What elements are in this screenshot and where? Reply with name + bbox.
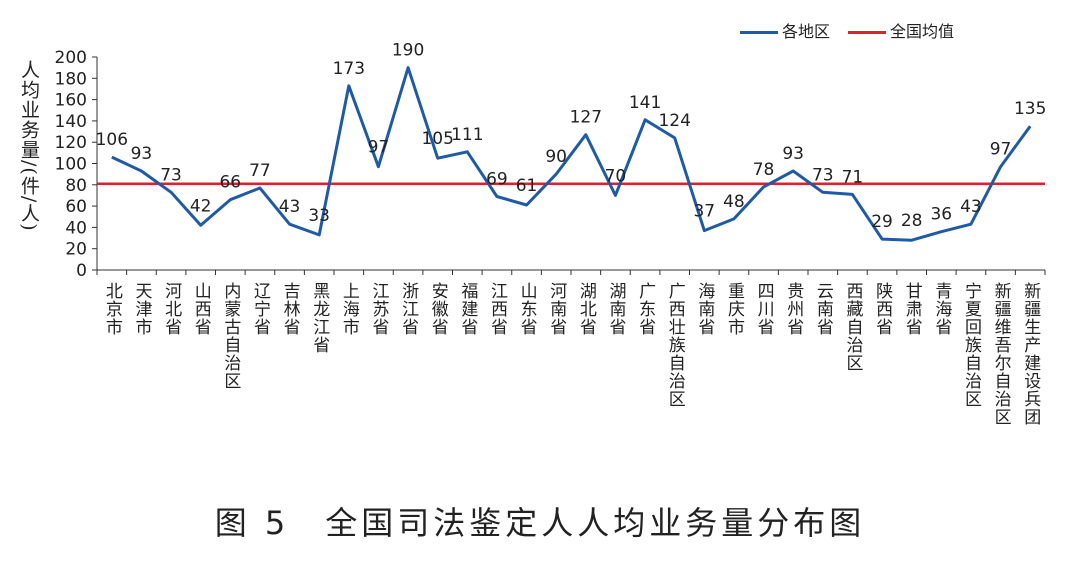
legend-label-regions: 各地区: [782, 22, 831, 41]
legend-item-regions: 各地区: [740, 18, 830, 42]
legend-item-average: 全国均值: [848, 18, 954, 42]
data-label: 93: [782, 144, 804, 164]
data-label: 93: [131, 144, 153, 164]
data-label: 190: [392, 41, 424, 61]
x-category-label: 吉林省: [280, 282, 301, 336]
data-label: 66: [219, 173, 241, 193]
data-label: 97: [990, 140, 1012, 160]
x-category-label: 浙江省: [398, 282, 419, 336]
y-tick-label: 120: [55, 133, 87, 153]
x-category-label: 四川省: [754, 282, 775, 336]
data-label: 28: [901, 211, 923, 231]
data-label: 111: [451, 125, 483, 145]
data-label: 141: [629, 93, 661, 113]
data-label: 173: [333, 59, 365, 79]
legend-swatch-average: [848, 31, 886, 34]
x-category-label: 黑龙江省: [309, 282, 330, 354]
x-category-label: 安徽省: [428, 282, 449, 336]
x-category-label: 新疆生产建设兵团: [1020, 282, 1041, 426]
y-tick-label: 60: [65, 197, 87, 217]
data-label: 73: [812, 165, 834, 185]
data-label: 48: [723, 192, 745, 212]
series-line: [111, 66, 1032, 242]
y-tick-label: 40: [65, 218, 87, 238]
y-tick-label: 100: [55, 155, 87, 175]
figure-caption: 图 5 全国司法鉴定人人均业务量分布图: [214, 504, 866, 542]
x-category-label: 重庆市: [724, 282, 745, 336]
data-label: 97: [368, 138, 390, 158]
legend-label-average: 全国均值: [890, 22, 955, 41]
x-category-label: 广东省: [635, 282, 656, 336]
data-label: 71: [842, 167, 864, 187]
data-label: 127: [570, 108, 602, 128]
x-category-label: 山西省: [191, 282, 212, 336]
x-category-label: 江苏省: [368, 282, 389, 336]
x-category-label: 北京市: [102, 282, 123, 336]
data-label: 105: [421, 129, 453, 149]
x-category-label: 辽宁省: [250, 282, 271, 336]
axes: [96, 57, 1046, 275]
data-label: 78: [753, 160, 775, 180]
data-label: 106: [96, 130, 128, 150]
y-axis-label: 人均业务量/(件/人): [18, 60, 40, 232]
x-category-label: 湖南省: [605, 282, 626, 336]
y-tick-label: 180: [55, 69, 87, 89]
data-label: 37: [693, 202, 715, 222]
x-category-label: 海南省: [694, 282, 715, 336]
x-category-label: 贵州省: [783, 282, 804, 336]
y-tick-label: 140: [55, 112, 87, 132]
x-category-label: 西藏自治区: [842, 282, 863, 372]
x-category-label: 青海省: [931, 282, 952, 336]
y-tick-label: 20: [65, 240, 87, 260]
x-category-label: 河南省: [546, 282, 567, 336]
x-category-label: 江西省: [487, 282, 508, 336]
data-label: 42: [190, 196, 212, 216]
data-label: 73: [160, 165, 182, 185]
x-category-label: 山东省: [517, 282, 538, 336]
data-label: 61: [516, 176, 538, 196]
regions-line-path: [111, 66, 1032, 242]
x-category-label: 云南省: [813, 282, 834, 336]
x-category-label: 湖北省: [576, 282, 597, 336]
y-tick-label: 80: [65, 176, 87, 196]
x-category-label: 陕西省: [872, 282, 893, 336]
data-label: 29: [871, 212, 893, 232]
data-label: 43: [960, 197, 982, 217]
x-category-label: 内蒙古自治区: [220, 282, 241, 390]
x-category-label: 上海市: [339, 282, 360, 336]
data-label: 69: [486, 170, 508, 190]
data-label: 36: [930, 205, 952, 225]
data-label: 70: [605, 166, 627, 186]
x-category-label: 广西壮族自治区: [665, 282, 686, 408]
data-label: 77: [249, 161, 271, 181]
data-label: 33: [308, 206, 330, 226]
data-label: 124: [658, 111, 690, 131]
y-tick-label: 160: [55, 91, 87, 111]
x-category-label: 河北省: [161, 282, 182, 336]
legend-swatch-regions: [740, 31, 778, 34]
y-tick-label: 0: [76, 261, 87, 281]
x-axis-labels: 北京市 天津市 河北省 山西省 内蒙古自治区 辽宁省 吉林省 黑龙江省 上海市 江苏省 浙江省 安徽省…: [102, 282, 1041, 426]
x-category-label: 福建省: [457, 282, 478, 336]
data-label: 90: [545, 147, 567, 167]
data-label: 135: [1014, 99, 1046, 119]
x-category-label: 天津市: [131, 282, 152, 336]
data-label: 43: [279, 197, 301, 217]
x-category-label: 新疆维吾尔自治区: [991, 282, 1012, 426]
x-category-label: 宁夏回族自治区: [961, 282, 982, 408]
x-category-label: 甘肃省: [902, 282, 923, 336]
y-tick-label: 200: [55, 48, 87, 68]
y-axis-title: 人均业务量/(件/人): [16, 60, 42, 276]
